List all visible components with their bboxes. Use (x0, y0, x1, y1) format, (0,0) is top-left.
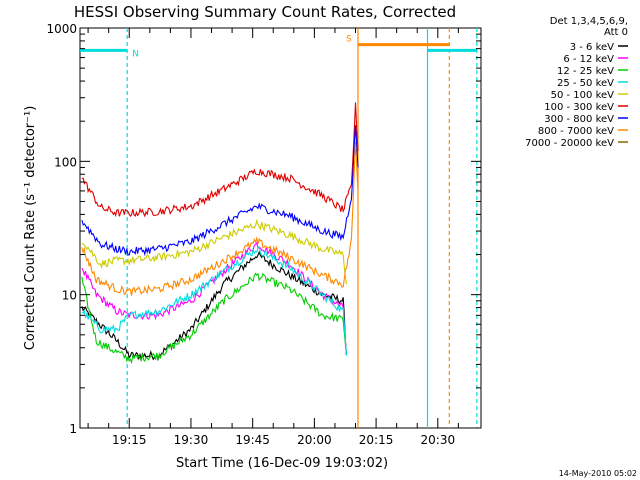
x-tick-label: 19:45 (235, 433, 270, 447)
series-line-6-12-kev (81, 241, 348, 356)
legend-label-3-6-kev: 3 - 6 keV (570, 42, 614, 53)
y-axis-label: Corrected Count Rate (s⁻¹ detector⁻¹) (23, 106, 38, 351)
x-axis-label: Start Time (16-Dec-09 19:03:02) (176, 456, 388, 471)
legend-header: Det 1,3,4,5,6,9, (550, 16, 628, 27)
series-line-12-25-kev (81, 272, 348, 365)
vertical-markers (126, 28, 478, 428)
footer-timestamp: 14-May-2010 05:02 (559, 469, 637, 478)
x-tick-label: 19:15 (112, 433, 147, 447)
legend-label-50-100-kev: 50 - 100 keV (551, 90, 615, 101)
y-tick-label: 10 (62, 289, 77, 303)
x-tick-label: 19:30 (174, 433, 209, 447)
legend-label-800-7000-kev: 800 - 7000 keV (538, 126, 614, 137)
series-line-300-800-kev (81, 125, 359, 257)
y-tick-label: 1000 (46, 22, 77, 36)
legend-label-300-800-kev: 300 - 800 keV (544, 114, 614, 125)
y-axis-ticks: 1 10 100 1000 (46, 22, 481, 436)
x-tick-label: 20:15 (359, 433, 394, 447)
x-tick-label: 20:30 (421, 433, 456, 447)
series-line-3-6-kev (81, 250, 348, 362)
observing-bar-label-s: S (346, 35, 352, 45)
series-line-100-300-kev (81, 102, 359, 218)
plot-frame (79, 27, 482, 429)
legend-label-6-12-kev: 6 - 12 keV (563, 54, 614, 65)
legend-header: Att 0 (604, 27, 628, 38)
x-axis-ticks: 19:15 19:30 19:45 20:00 20:15 20:30 (87, 28, 459, 447)
y-tick-label: 100 (54, 155, 77, 169)
y-tick-label: 1 (69, 422, 77, 436)
series-group (81, 102, 359, 365)
x-tick-label: 20:00 (297, 433, 332, 447)
series-line-25-50-kev (81, 246, 348, 356)
legend-label-100-300-kev: 100 - 300 keV (544, 102, 614, 113)
series-line-800-7000-kev (81, 141, 359, 296)
observing-bars: NS (80, 35, 477, 59)
observing-bar-label-n: N (132, 49, 139, 59)
legend-label-12-25-kev: 12 - 25 keV (557, 66, 614, 77)
chart-title: HESSI Observing Summary Count Rates, Cor… (74, 3, 456, 21)
legend-label-25-50-kev: 25 - 50 keV (557, 78, 614, 89)
legend-label-7000-20000-kev: 7000 - 20000 keV (525, 138, 614, 149)
series-line-50-100-kev (81, 218, 348, 285)
